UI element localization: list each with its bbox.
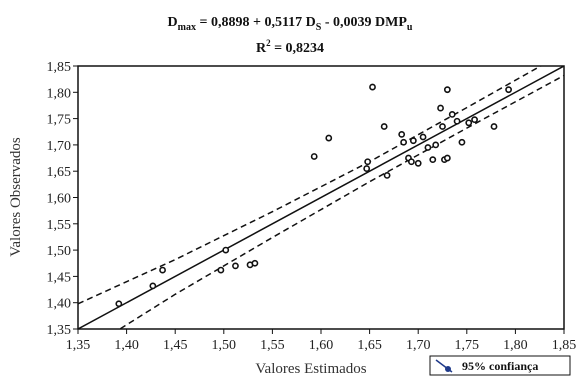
data-point (115, 300, 123, 308)
chart-title: Dmax = 0,8898 + 0,5117 DS - 0,0039 DMPu (168, 15, 413, 33)
y-tick-label: 1,50 (47, 244, 72, 259)
y-tick-label: 1,80 (47, 86, 72, 101)
data-point (439, 123, 446, 130)
data-point (437, 104, 444, 112)
title-eq2: - 0,0039 DMP (321, 15, 407, 30)
data-point (325, 134, 333, 142)
data-point (490, 123, 498, 130)
data-point (465, 119, 473, 127)
data-point (407, 158, 415, 166)
y-tick-label: 1,85 (47, 60, 72, 75)
title-d: D (168, 15, 178, 30)
legend-dot-icon (445, 366, 451, 372)
legend: 95% confiança (429, 355, 571, 376)
points-layer (115, 83, 512, 308)
y-tick-label: 1,70 (47, 139, 72, 154)
data-point (443, 154, 451, 162)
legend-box (429, 355, 571, 376)
data-point (159, 266, 166, 274)
y-tick-label: 1,40 (47, 297, 72, 312)
title-sub-max: max (178, 22, 196, 33)
regression-line (78, 66, 564, 329)
data-point (424, 144, 432, 151)
y-tick-label: 1,55 (47, 218, 72, 233)
x-tick-label: 1,35 (66, 338, 91, 353)
data-point (414, 159, 422, 167)
data-point (505, 86, 512, 94)
data-point (310, 153, 318, 160)
data-point (400, 138, 408, 146)
x-tick-label: 1,85 (552, 338, 577, 353)
chart-subtitle: R2 = 0,8234 (256, 38, 324, 56)
data-point (363, 165, 371, 172)
x-tick-label: 1,40 (114, 338, 139, 353)
data-point (383, 172, 391, 179)
y-tick-label: 1,75 (47, 113, 72, 128)
data-point (217, 266, 225, 274)
y-tick-label: 1,60 (47, 192, 72, 207)
x-tick-label: 1,70 (406, 338, 431, 353)
y-axis-label: Valores Observados (8, 137, 24, 257)
data-point (443, 86, 451, 94)
data-point (471, 116, 478, 124)
regression-layer (78, 66, 564, 329)
data-point (458, 138, 466, 146)
subtitle-r: R (256, 41, 267, 56)
confidence-upper-line (78, 66, 543, 305)
y-tick-label: 1,45 (47, 270, 72, 285)
x-tick-label: 1,75 (455, 338, 480, 353)
data-point (448, 110, 456, 118)
data-point (251, 259, 259, 267)
x-tick-label: 1,55 (260, 338, 285, 353)
subtitle-rest: = 0,8234 (271, 41, 324, 56)
data-point (419, 133, 427, 141)
data-point (432, 141, 440, 149)
legend-label: 95% confiança (462, 359, 538, 373)
x-tick-label: 1,65 (357, 338, 382, 353)
subtitle-sup: 2 (266, 38, 271, 48)
data-point (364, 158, 372, 166)
data-point (429, 156, 437, 164)
x-tick-label: 1,50 (212, 338, 237, 353)
data-point (453, 117, 461, 125)
data-point (380, 123, 388, 130)
confidence-lower-line (118, 74, 564, 329)
data-point (232, 262, 239, 270)
x-tick-label: 1,60 (309, 338, 334, 353)
data-point (222, 246, 230, 254)
y-tick-label: 1,65 (47, 165, 72, 180)
title-sub-u: u (407, 22, 413, 33)
data-point (398, 130, 406, 138)
x-tick-label: 1,80 (503, 338, 528, 353)
y-tick-label: 1,35 (47, 323, 72, 338)
x-tick-label: 1,45 (163, 338, 188, 353)
x-ticks: 1,35 1,40 1,45 1,50 1,55 1,60 1,65 1,70 1,75 1,80… (66, 329, 577, 353)
y-ticks: 1,35 1,40 1,45 1,50 1,55 1,60 1,65 1,70 1,75 1,80… (47, 60, 78, 338)
data-point (409, 137, 417, 145)
data-point (369, 83, 376, 91)
title-eq1: = 0,8898 + 0,5117 D (196, 15, 316, 30)
title-sub-s: S (316, 22, 322, 33)
x-axis-label: Valores Estimados (255, 361, 366, 377)
data-point (149, 282, 157, 290)
